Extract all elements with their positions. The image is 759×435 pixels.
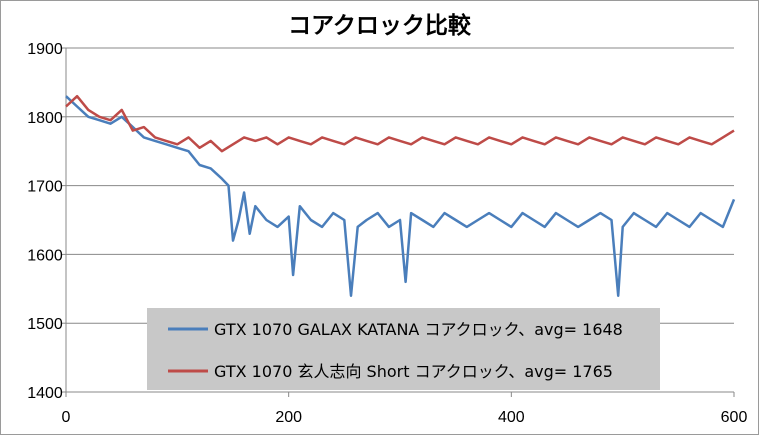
x-tick-labels: 0 200 400 600: [62, 409, 748, 426]
y-tick-label: 1700: [27, 179, 63, 196]
x-tick-label: 400: [498, 409, 525, 426]
y-tick-labels: 1400 1500 1600 1700 1800 1900: [27, 41, 63, 402]
y-tick-label: 1900: [27, 41, 63, 58]
series-line-2: [65, 94, 735, 153]
y-tick-label: 1400: [27, 385, 63, 402]
y-tick-label: 1800: [27, 110, 63, 127]
x-tick-label: 0: [62, 409, 71, 426]
legend-box: [147, 308, 660, 390]
x-tick-label: 600: [721, 409, 748, 426]
legend-label-series-2: GTX 1070 玄人志向 Short コアクロック、avg= 1765: [214, 362, 613, 381]
axes: [61, 47, 735, 397]
y-tick-label: 1500: [27, 316, 63, 333]
x-tick-label: 200: [275, 409, 302, 426]
legend-label-series-1: GTX 1070 GALAX KATANA コアクロック、avg= 1648: [214, 320, 623, 339]
chart-title: コアクロック比較: [288, 13, 471, 39]
gridlines: [66, 47, 734, 324]
series-line-1: [65, 95, 736, 297]
series-lines: [65, 94, 736, 297]
y-tick-label: 1600: [27, 247, 63, 264]
legend: GTX 1070 GALAX KATANA コアクロック、avg= 1648 G…: [147, 308, 660, 390]
